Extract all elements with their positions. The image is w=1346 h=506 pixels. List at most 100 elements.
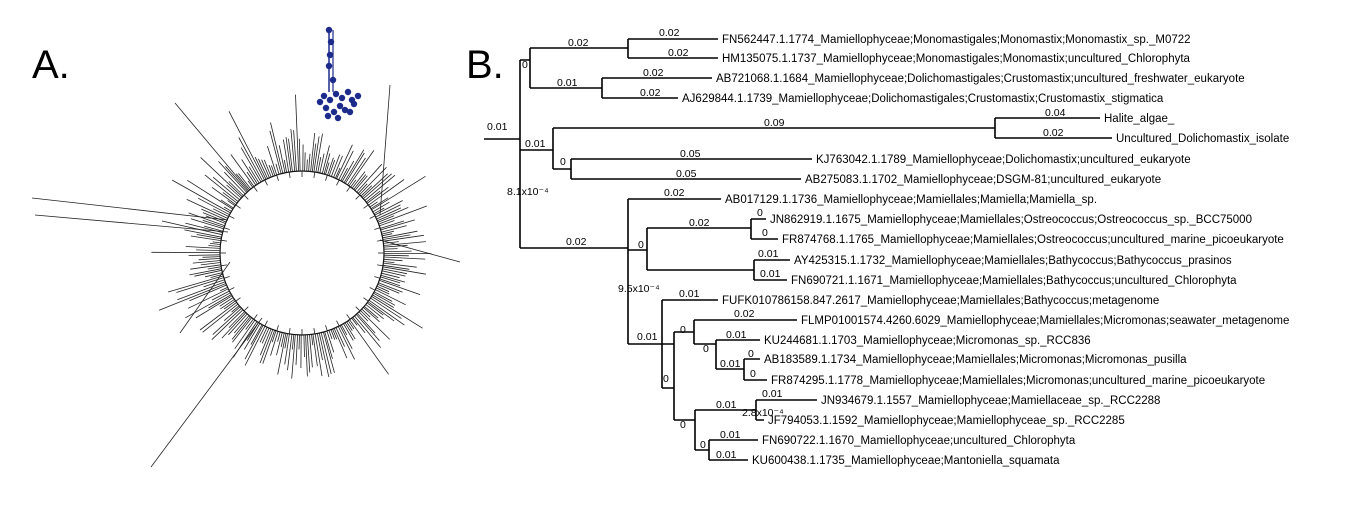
radial-branch [356, 163, 383, 193]
inner-spoke [355, 306, 361, 312]
tree-edge [530, 38, 718, 59]
radial-branch [293, 130, 297, 172]
inner-spoke [235, 204, 241, 209]
radial-branch [361, 173, 388, 198]
radial-branch [295, 94, 299, 172]
radial-branch [328, 330, 333, 340]
radial-branch [231, 305, 240, 313]
highlight-marker [320, 92, 328, 100]
radial-branch [211, 309, 244, 340]
tree-edge [520, 48, 531, 88]
radial-branch [358, 183, 368, 194]
radial-branch [278, 145, 286, 173]
branch-length-label: 0.01 [716, 399, 737, 411]
branch-length-label: 0.05 [676, 168, 697, 180]
radial-branch [356, 314, 380, 341]
branch-length-label: 0.02 [659, 27, 680, 39]
radial-branch [328, 159, 336, 176]
radial-branch [270, 331, 279, 356]
radial-branch [243, 323, 261, 350]
radial-branch [209, 243, 221, 245]
radial-branch [259, 327, 268, 343]
branch-length-label: 0.01 [716, 449, 737, 461]
tip-label: AB017129.1.1736_Mamiellophyceae;Mamiella… [725, 194, 1097, 206]
radial-branch [317, 333, 323, 361]
radial-branch [205, 215, 226, 224]
tree-edge [647, 259, 790, 281]
branch-length-label: 0.02 [568, 37, 589, 49]
highlight-marker [330, 108, 338, 116]
radial-branch [380, 219, 415, 231]
branch-length-label: 0.02 [640, 87, 661, 99]
highlight-marker [322, 104, 330, 112]
radial-branch [189, 268, 222, 276]
radial-branch [167, 275, 224, 293]
radial-branch [351, 171, 366, 189]
radial-branch [382, 266, 426, 275]
radial-branch [381, 225, 407, 233]
radial-branch [331, 154, 341, 177]
radial-branch [332, 328, 338, 340]
radial-branch [370, 297, 402, 319]
radial-branch [379, 279, 421, 295]
node-label: 0 [748, 348, 754, 360]
tree-edge [553, 117, 1112, 139]
inner-spoke [264, 179, 268, 186]
radial-branch [238, 173, 252, 190]
radial-branch [363, 307, 380, 323]
node-label: 0 [663, 373, 669, 385]
radial-branch [333, 155, 343, 178]
radial-branch [275, 163, 280, 175]
radial-branch [185, 246, 221, 249]
radial-branch [221, 312, 247, 339]
inner-spoke [313, 328, 316, 335]
tree-edge [694, 339, 760, 369]
radial-branch [228, 311, 245, 328]
tip-label: FUFK010786158.847.2617_Mamiellophyceae;M… [722, 295, 1159, 307]
radial-branch [220, 287, 228, 292]
radial-branch [318, 333, 330, 377]
radial-branch [380, 276, 401, 284]
long-branch-left-2 [34, 214, 229, 233]
branch-length-label: 0.02 [643, 67, 664, 79]
radial-branch [370, 197, 389, 210]
radial-branch [244, 325, 264, 360]
radial-branch [382, 233, 393, 237]
tip-label: JN862919.1.1675_Mamiellophyceae;Mamiella… [770, 214, 1252, 226]
radial-branch [383, 262, 417, 268]
radial-branch [366, 302, 384, 316]
radial-branch [323, 153, 331, 175]
radial-branch [361, 308, 371, 318]
inner-spoke [235, 297, 241, 302]
radial-branch [315, 133, 323, 173]
branch-length-label: 0.01 [720, 358, 741, 370]
branch-length-label: 0.01 [720, 429, 741, 441]
radial-branch [341, 160, 355, 182]
branch-length-label: 0.02 [689, 217, 710, 229]
highlight-marker [325, 26, 333, 34]
long-branch-lower-left [150, 317, 263, 468]
tip-label: KU600438.1.1735_Mamiellophyceae;Mantonie… [752, 455, 1060, 467]
branch-length-label: 0.09 [764, 117, 785, 129]
radial-branch [364, 174, 396, 201]
branch-length-label: 0.01 [487, 121, 508, 133]
radial-branch [280, 333, 285, 347]
radial-branch [240, 147, 262, 183]
radial-branch [383, 256, 426, 260]
radial-branch [231, 316, 251, 340]
radial-branch [373, 207, 385, 215]
radial-branch [196, 249, 221, 251]
radial-branch [246, 171, 257, 186]
tip-label: FN690722.1.1670_Mamiellophyceae;uncultur… [762, 435, 1076, 447]
radial-branch [200, 262, 221, 266]
radial-branch [225, 166, 249, 192]
radial-branch [336, 144, 353, 179]
radial-branch [366, 186, 389, 204]
radial-branch [381, 272, 400, 279]
inner-spoke [363, 297, 369, 302]
radial-branch [383, 254, 409, 257]
radial-branch [199, 302, 237, 331]
radial-branch [358, 311, 369, 322]
highlight-marker [354, 92, 362, 100]
